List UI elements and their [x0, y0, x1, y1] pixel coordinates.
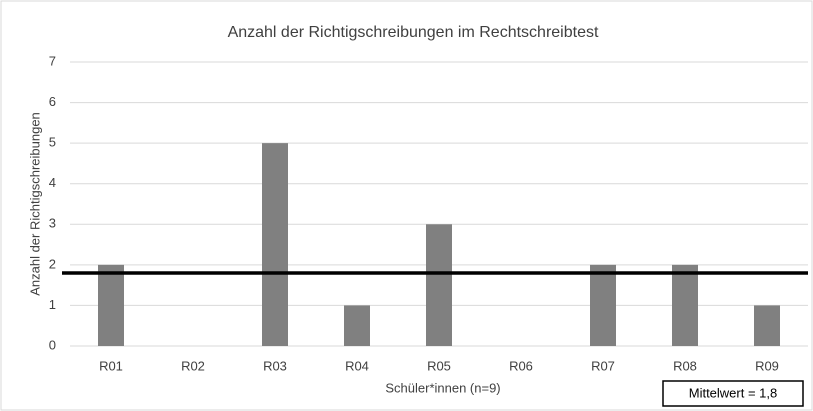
- y-tick-label: 6: [49, 94, 56, 109]
- y-axis-label: Anzahl der Richtigschreibungen: [27, 112, 42, 296]
- bar: [98, 264, 124, 346]
- y-tick-label: 1: [49, 297, 56, 312]
- bar: [426, 224, 452, 346]
- x-tick-label: R03: [263, 358, 287, 373]
- mean-label: Mittelwert = 1,8: [689, 385, 778, 400]
- y-tick-label: 3: [49, 216, 56, 231]
- y-tick-label: 4: [49, 175, 56, 190]
- x-tick-label: R02: [181, 358, 205, 373]
- bar: [344, 305, 370, 346]
- y-tick-label: 7: [49, 53, 56, 68]
- mean-label-box: [662, 380, 804, 407]
- y-tick-label: 0: [49, 337, 56, 352]
- x-tick-label: R01: [99, 358, 123, 373]
- x-tick-label: R09: [755, 358, 779, 373]
- x-tick-label: R08: [673, 358, 697, 373]
- y-tick-label: 2: [49, 256, 56, 271]
- y-tick-label: 5: [49, 135, 56, 150]
- x-tick-label: R05: [427, 358, 451, 373]
- bar: [754, 305, 780, 346]
- x-axis-label: Schüler*innen (n=9): [385, 380, 500, 395]
- bar: [262, 143, 288, 346]
- x-tick-label: R07: [591, 358, 615, 373]
- x-tick-label: R04: [345, 358, 369, 373]
- bar: [672, 264, 698, 346]
- bar: [590, 264, 616, 346]
- x-tick-label: R06: [509, 358, 533, 373]
- chart-title: Anzahl der Richtigschreibungen im Rechts…: [228, 24, 599, 41]
